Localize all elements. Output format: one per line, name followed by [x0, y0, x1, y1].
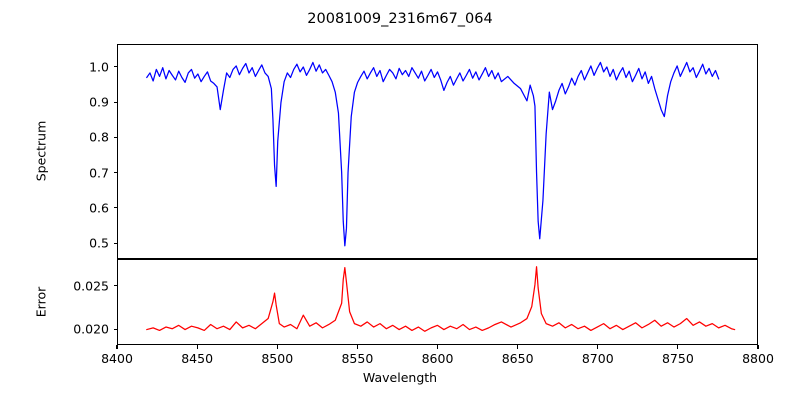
spectrum-y-tick-label: 0.8 — [89, 129, 109, 145]
wavelength-tick-mark — [276, 345, 278, 349]
wavelength-tick-mark — [597, 345, 599, 349]
wavelength-tick-mark — [436, 345, 439, 349]
wavelength-tick-label: 8700 — [581, 351, 614, 366]
error-y-tick-mark — [113, 285, 117, 287]
spectrum-y-tick-mark — [113, 172, 117, 174]
wavelength-tick-label: 8750 — [661, 351, 694, 366]
wavelength-tick-label: 8650 — [501, 351, 534, 366]
wavelength-tick-mark — [677, 345, 679, 349]
wavelength-tick-mark — [517, 345, 519, 349]
wavelength-tick-label: 8500 — [261, 351, 294, 366]
error-panel — [117, 259, 758, 345]
wavelength-tick-label: 8400 — [101, 351, 133, 366]
page-title: 20081009_2316m67_064 — [307, 11, 493, 27]
error-y-tick-mark — [113, 328, 117, 330]
error-axis-label: Error — [33, 286, 49, 318]
spectrum-y-tick-label: 0.9 — [89, 94, 109, 110]
spectrum-panel — [117, 44, 758, 259]
spectrum-y-tick-mark — [113, 66, 117, 68]
spectrum-y-tick-mark — [113, 101, 117, 103]
spectrum-y-tick-mark — [113, 242, 117, 244]
spectrum-axis-label: Spectrum — [33, 120, 49, 182]
wavelength-axis-label: Wavelength — [362, 370, 438, 385]
error-y-tick-label: 0.025 — [73, 278, 109, 294]
wavelength-tick-label: 8600 — [421, 351, 454, 366]
spectrum-y-tick-label: 0.5 — [89, 235, 109, 251]
wavelength-tick-mark — [196, 345, 198, 349]
spectrum-y-tick-label: 0.6 — [89, 200, 109, 216]
wavelength-tick-mark — [757, 345, 759, 349]
spectrum-y-tick-label: 1.0 — [89, 59, 109, 75]
wavelength-tick-mark — [356, 345, 358, 349]
spectrum-y-tick-label: 0.7 — [89, 165, 109, 181]
wavelength-tick-label: 8450 — [181, 351, 214, 366]
spectrum-y-tick-mark — [113, 207, 117, 209]
wavelength-tick-mark — [116, 345, 118, 349]
wavelength-tick-label: 8800 — [742, 351, 774, 366]
spectrum-line-plot — [118, 45, 757, 258]
error-line-plot — [118, 260, 757, 344]
error-y-tick-label: 0.020 — [73, 321, 109, 337]
spectrum-y-tick-mark — [113, 136, 117, 138]
wavelength-tick-label: 8550 — [341, 351, 374, 366]
